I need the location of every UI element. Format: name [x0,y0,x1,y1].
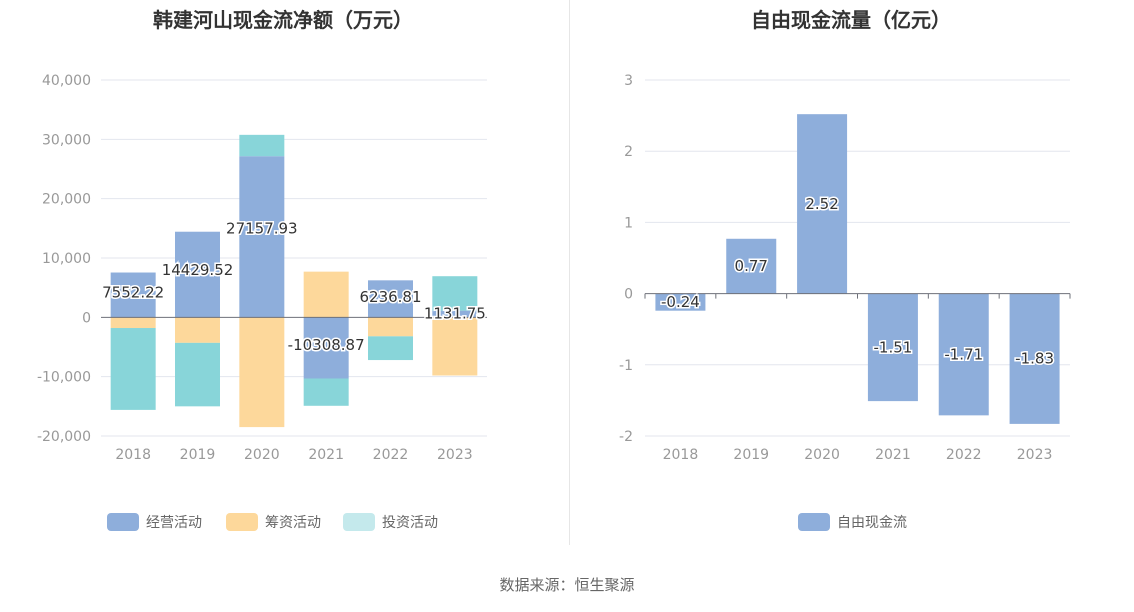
fcf-chart-title: 自由现金流量（亿元） [751,8,951,32]
bar-segment [175,342,220,407]
x-tick-label: 2020 [804,447,840,463]
y-tick-label: 2 [624,144,633,160]
y-tick-label: 20,000 [42,192,91,208]
y-tick-label: 0 [82,310,91,326]
y-tick-label: 40,000 [42,73,91,89]
x-tick-label: 2022 [946,447,982,463]
data-label: -1.83 [1015,350,1054,368]
y-tick-label: -20,000 [37,429,91,445]
x-tick-label: 2019 [180,447,216,463]
data-label: -1.71 [944,345,983,363]
data-label: 1131.75 [424,305,486,323]
bar-segment [432,310,478,318]
y-tick-label: -10,000 [37,370,91,386]
bar [797,114,848,294]
bar-segment [303,378,349,406]
cashflow-chart: -20,000 -10,000 0 10,000 20,000 30,000 40,000 2… [37,73,487,531]
bar [938,293,989,416]
legend-swatch [107,513,139,531]
x-tick-label: 2020 [244,447,280,463]
y-tick-label: 10,000 [42,251,91,267]
bar-segment [175,317,220,343]
data-label: 0.77 [735,257,768,275]
data-label: -10308.87 [288,336,365,354]
bar-segment [368,317,413,337]
y-tick-label: 1 [624,215,633,231]
bar [726,238,777,294]
legend-swatch [798,513,830,531]
x-tick-label: 2019 [733,447,769,463]
y-tick-label: 0 [624,287,633,303]
x-tick-label: 2018 [115,447,151,463]
bar-segment [110,272,156,318]
x-tick-label: 2022 [373,447,409,463]
bar-segment [368,336,413,361]
bar [867,293,918,402]
bar-segment [303,317,349,379]
data-label: 6236.81 [359,288,421,306]
bar-segment [303,271,349,318]
data-label: 27157.93 [226,220,298,238]
fcf-chart: -2 -1 0 1 2 3 -0.24 0.77 2.52 -1.51 -1.71 -1.83 2018… [619,73,1071,531]
y-tick-label: -1 [619,358,633,374]
bar-segment [175,231,220,318]
y-tick-label: -2 [619,429,633,445]
bar-segment [110,317,156,329]
legend-label: 经营活动 [146,515,202,531]
data-label: 2.52 [805,195,838,213]
legend-swatch [226,513,258,531]
bar-segment [239,317,285,428]
bar-segment [110,328,156,410]
data-label: -1.51 [874,338,913,356]
data-label: 14429.52 [162,261,234,279]
data-source-note: 数据来源：恒生聚源 [499,576,635,594]
bar [655,293,706,311]
y-tick-label: 3 [624,73,633,89]
legend-label: 筹资活动 [265,514,321,531]
bar-segment [432,276,478,311]
data-label: -0.24 [661,293,700,311]
x-tick-label: 2021 [875,447,911,463]
y-tick-label: 30,000 [42,132,91,148]
cashflow-chart-title: 韩建河山现金流净额（万元） [153,8,413,32]
legend-label: 投资活动 [382,515,438,531]
legend-label: 自由现金流 [837,515,907,531]
panel-divider [569,0,570,545]
bar-segment [432,317,478,376]
x-tick-label: 2023 [437,447,473,463]
bar [1009,293,1060,424]
x-tick-label: 2023 [1017,447,1053,463]
bar-segment [239,134,285,157]
legend-swatch [343,513,375,531]
bar-segment [239,156,285,318]
data-label: 7552.22 [102,284,164,302]
bar-segment [368,280,413,318]
x-tick-label: 2018 [663,447,699,463]
x-tick-label: 2021 [308,447,344,463]
